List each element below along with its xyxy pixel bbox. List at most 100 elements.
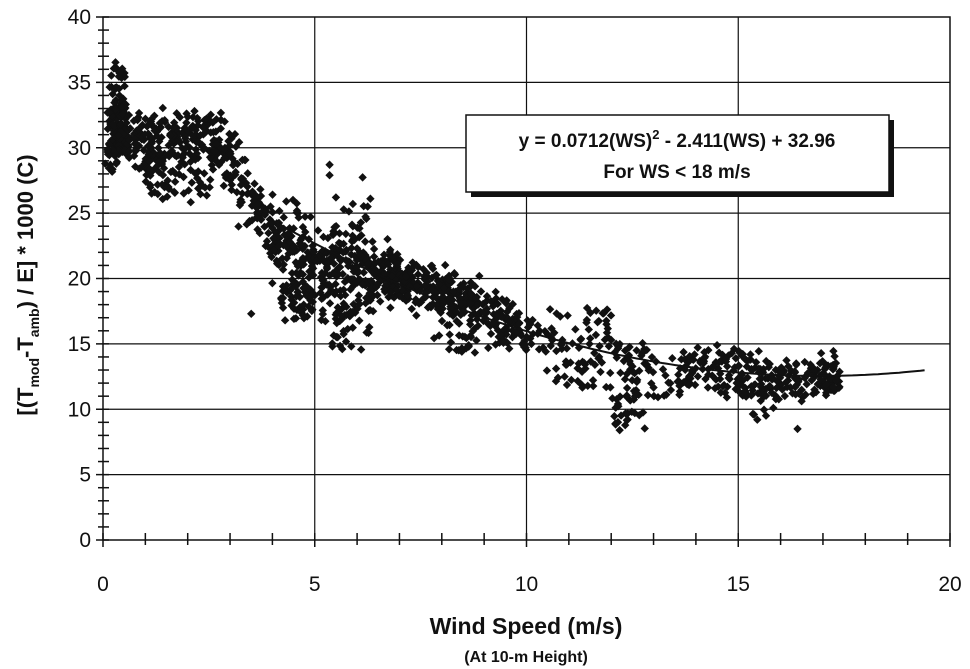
data-point (153, 180, 162, 189)
data-point (736, 388, 745, 398)
data-point (700, 347, 709, 357)
data-point (211, 156, 220, 165)
data-point (598, 309, 607, 318)
data-point (778, 385, 787, 394)
data-point (431, 288, 440, 297)
y-tick-label: 25 (68, 202, 91, 225)
data-point (224, 136, 233, 146)
data-point (411, 295, 421, 304)
data-point (621, 420, 630, 430)
data-point (607, 335, 616, 345)
data-point (666, 379, 675, 388)
data-point (133, 133, 142, 143)
data-point (110, 98, 119, 107)
data-point (266, 202, 275, 211)
data-point (708, 362, 718, 371)
data-point (563, 311, 572, 320)
data-point (772, 376, 782, 386)
data-point (822, 388, 831, 397)
data-point (179, 172, 188, 182)
data-point (734, 361, 743, 370)
data-point (708, 371, 717, 380)
data-point (808, 389, 818, 399)
data-point (380, 285, 389, 294)
data-point (131, 146, 141, 155)
data-point (632, 377, 642, 387)
data-point (358, 280, 367, 289)
data-point (175, 138, 185, 147)
data-point (236, 197, 245, 207)
data-point (141, 177, 151, 186)
data-point (732, 378, 741, 388)
data-point (647, 352, 657, 362)
data-point (336, 311, 346, 320)
data-point (628, 376, 637, 385)
data-point (611, 339, 621, 349)
data-point (595, 341, 604, 351)
data-point (746, 350, 755, 359)
data-point (274, 246, 283, 256)
data-point (610, 412, 619, 421)
data-point (685, 371, 695, 380)
data-point (497, 295, 507, 304)
data-point (347, 243, 356, 253)
data-point (642, 345, 651, 355)
data-point (256, 185, 265, 194)
data-point (648, 367, 658, 377)
data-point (751, 358, 761, 367)
data-point (387, 271, 397, 281)
data-point (261, 206, 271, 216)
data-point (360, 254, 369, 264)
data-point (250, 179, 259, 188)
data-point (289, 298, 299, 307)
equation-annotation: y = 0.0712(WS)2 - 2.411(WS) + 32.96 For … (465, 114, 894, 197)
data-point (412, 282, 421, 291)
data-point (342, 302, 351, 312)
data-point (166, 167, 176, 177)
data-point (357, 231, 366, 240)
data-point (486, 329, 496, 339)
data-point (220, 117, 229, 126)
data-point (134, 125, 143, 134)
data-point (615, 392, 625, 401)
data-point (194, 137, 203, 147)
data-point (383, 234, 392, 244)
data-point (818, 357, 827, 366)
data-point (638, 408, 648, 417)
data-point (267, 252, 276, 262)
data-point (831, 358, 841, 368)
data-point (714, 364, 723, 373)
data-point (514, 309, 524, 318)
data-point (311, 256, 321, 265)
data-point (261, 241, 270, 251)
data-point (577, 367, 587, 376)
data-point (419, 264, 428, 274)
data-point (184, 186, 193, 195)
data-point (482, 292, 492, 301)
y-tick-label: 20 (68, 268, 91, 291)
data-point (243, 182, 252, 191)
data-point (110, 149, 120, 158)
annotation-box (465, 114, 890, 193)
data-point (141, 114, 150, 124)
data-point (243, 169, 252, 178)
data-point (225, 129, 234, 139)
data-point (562, 380, 572, 390)
data-point (622, 369, 632, 379)
data-point (194, 184, 203, 193)
data-point (466, 289, 476, 298)
data-point (347, 220, 357, 229)
data-point (282, 197, 291, 206)
data-point (472, 293, 481, 302)
data-point (269, 246, 279, 255)
data-point (756, 396, 765, 406)
data-point (715, 357, 724, 367)
data-point (304, 302, 313, 311)
data-point (576, 334, 586, 344)
data-point (715, 374, 725, 384)
data-point (191, 130, 201, 139)
data-point (193, 113, 202, 123)
data-point (348, 199, 358, 209)
data-point (602, 316, 611, 325)
